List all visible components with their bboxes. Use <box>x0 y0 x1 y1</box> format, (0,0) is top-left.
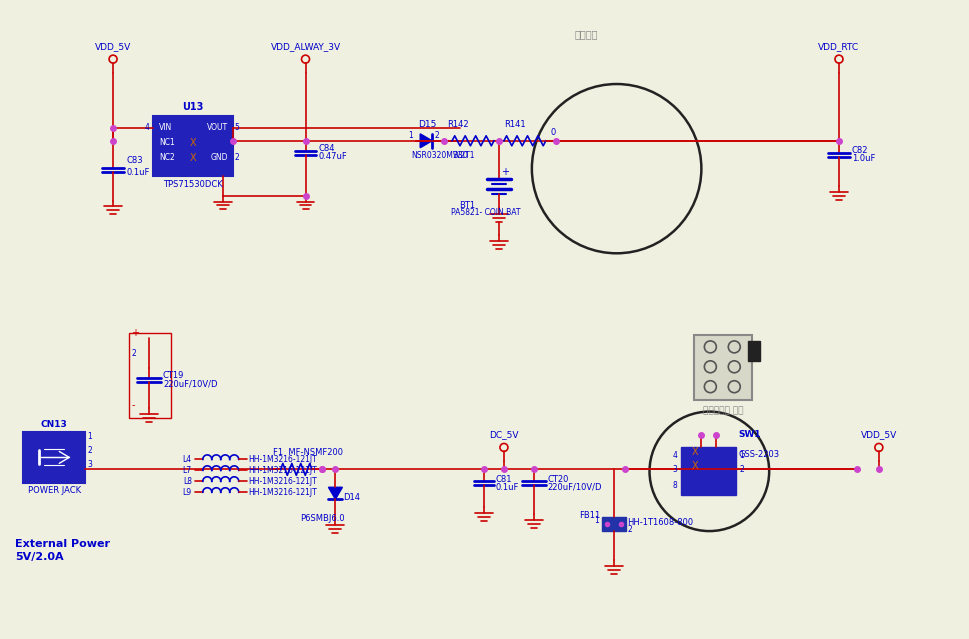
Text: D15: D15 <box>419 120 437 129</box>
Text: CT19: CT19 <box>163 371 184 380</box>
Text: GND: GND <box>210 153 228 162</box>
Text: C81: C81 <box>496 475 513 484</box>
Text: 330: 330 <box>453 151 468 160</box>
Text: HH-1M3216-121JT: HH-1M3216-121JT <box>249 466 318 475</box>
Text: VOUT: VOUT <box>206 123 228 132</box>
Text: -: - <box>131 399 135 410</box>
Text: R142: R142 <box>447 120 469 129</box>
Text: L8: L8 <box>183 477 192 486</box>
Bar <box>23 431 85 483</box>
Text: VDD_ALWAY_3V: VDD_ALWAY_3V <box>270 42 340 51</box>
Text: FB11: FB11 <box>578 511 600 520</box>
Text: 220uF/10V/D: 220uF/10V/D <box>547 483 603 492</box>
Bar <box>695 335 752 399</box>
Text: 1: 1 <box>409 131 413 141</box>
Text: U13: U13 <box>182 102 203 112</box>
Text: NSR0320MW2T1: NSR0320MW2T1 <box>411 151 475 160</box>
Text: 2: 2 <box>87 447 92 456</box>
Text: 2: 2 <box>234 153 239 162</box>
Text: C83: C83 <box>126 156 142 166</box>
Bar <box>602 517 626 531</box>
Text: 220uF/10V/D: 220uF/10V/D <box>163 379 217 389</box>
Bar <box>681 447 736 495</box>
Text: 4: 4 <box>672 451 677 460</box>
Bar <box>153 116 233 176</box>
Text: X: X <box>190 153 196 163</box>
Bar <box>748 341 761 361</box>
Text: X: X <box>190 138 196 148</box>
Text: POWER JACK: POWER JACK <box>28 486 80 495</box>
Text: C84: C84 <box>319 144 335 153</box>
Text: P6SMBJ6.0: P6SMBJ6.0 <box>300 514 345 523</box>
Polygon shape <box>328 488 342 499</box>
Text: F1  MF-NSMF200: F1 MF-NSMF200 <box>272 449 343 458</box>
Text: HH-1T1608-800: HH-1T1608-800 <box>628 518 694 527</box>
Text: 2: 2 <box>739 465 744 474</box>
Text: R141: R141 <box>504 120 525 129</box>
Text: 1: 1 <box>594 516 599 525</box>
Polygon shape <box>421 134 432 148</box>
Text: GSS-2203: GSS-2203 <box>738 450 779 459</box>
Text: 1.0uF: 1.0uF <box>852 154 875 163</box>
Text: HH-1M3216-121JT: HH-1M3216-121JT <box>249 455 318 464</box>
Text: 2: 2 <box>131 349 136 358</box>
Text: 5: 5 <box>234 123 239 132</box>
Text: X: X <box>692 447 698 458</box>
Text: NC2: NC2 <box>159 153 174 162</box>
Text: NC1: NC1 <box>159 138 174 147</box>
Text: 1: 1 <box>739 451 744 460</box>
Text: C82: C82 <box>852 146 868 155</box>
Text: D14: D14 <box>343 493 360 502</box>
Text: L4: L4 <box>183 455 192 464</box>
Text: 하드변경: 하드변경 <box>575 29 599 39</box>
Text: External Power: External Power <box>16 539 110 549</box>
Text: 3: 3 <box>87 460 92 470</box>
Text: HH-1M3216-121JT: HH-1M3216-121JT <box>249 477 318 486</box>
Text: 0.47uF: 0.47uF <box>319 152 347 161</box>
Text: HH-1M3216-121JT: HH-1M3216-121JT <box>249 488 318 497</box>
Text: 4: 4 <box>145 123 150 132</box>
Text: VDD_5V: VDD_5V <box>860 431 897 440</box>
Text: PA5821- COIN BAT: PA5821- COIN BAT <box>452 208 520 217</box>
Text: TPS71530DCK: TPS71530DCK <box>163 180 223 189</box>
Text: X: X <box>692 461 698 472</box>
Text: 3: 3 <box>672 465 677 474</box>
Text: +: + <box>131 328 139 338</box>
Bar <box>129 333 171 417</box>
Text: 8: 8 <box>672 481 677 489</box>
Text: 다이브라리 반경: 다이브라리 반경 <box>703 406 743 415</box>
Text: SW1: SW1 <box>738 431 761 440</box>
Text: CN13: CN13 <box>41 420 68 429</box>
Text: BT1: BT1 <box>459 201 475 210</box>
Text: 1: 1 <box>87 433 92 442</box>
Text: DC_5V: DC_5V <box>489 431 518 440</box>
Text: 0: 0 <box>550 128 556 137</box>
Text: 2: 2 <box>628 525 633 534</box>
Text: +: + <box>501 167 509 176</box>
Text: 0.1uF: 0.1uF <box>496 483 519 492</box>
Text: L9: L9 <box>183 488 192 497</box>
Text: VIN: VIN <box>159 123 172 132</box>
Text: VDD_RTC: VDD_RTC <box>819 42 860 51</box>
Text: 5V/2.0A: 5V/2.0A <box>16 552 64 562</box>
Text: CT20: CT20 <box>547 475 569 484</box>
Text: 0.1uF: 0.1uF <box>126 168 149 177</box>
Text: 2: 2 <box>434 131 439 141</box>
Text: L7: L7 <box>183 466 192 475</box>
Text: VDD_5V: VDD_5V <box>95 42 131 51</box>
